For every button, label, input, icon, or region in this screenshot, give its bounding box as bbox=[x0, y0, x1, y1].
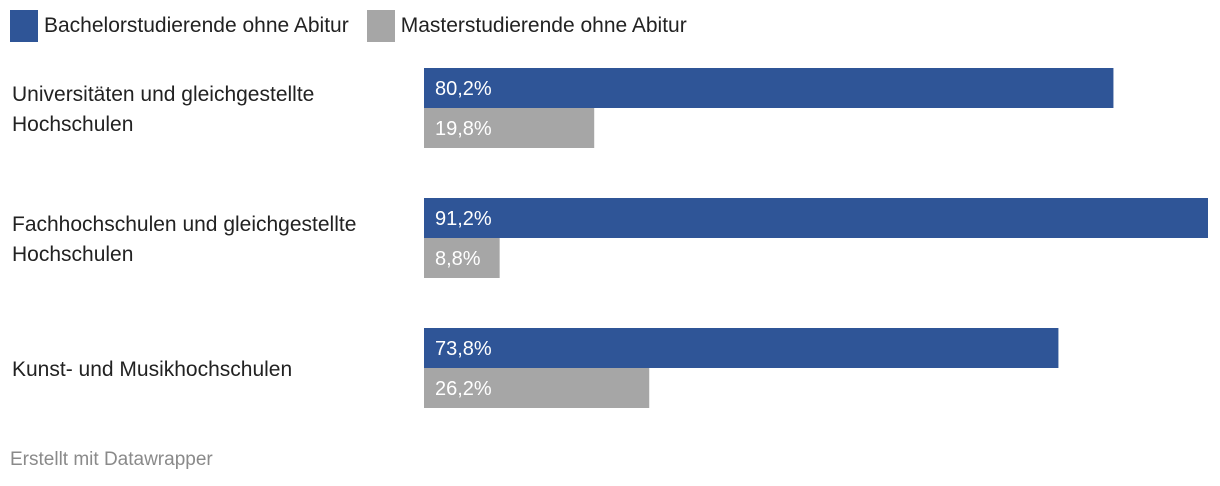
bar-value-label: 73,8% bbox=[435, 338, 492, 360]
bar-value-label: 26,2% bbox=[435, 378, 492, 400]
bar-master bbox=[424, 368, 650, 408]
category-label: Fachhochschulen und gleichgestellte bbox=[12, 213, 356, 236]
legend-item-bachelor: Bachelorstudierende ohne Abitur bbox=[10, 10, 349, 42]
legend-label-bachelor: Bachelorstudierende ohne Abitur bbox=[44, 14, 349, 37]
category-label: Universitäten und gleichgestellte bbox=[12, 83, 314, 106]
legend-swatch-master bbox=[366, 10, 395, 42]
legend-swatch-bachelor bbox=[10, 10, 38, 42]
bar-value-label: 80,2% bbox=[435, 78, 492, 100]
bar-bachelor bbox=[424, 68, 1114, 108]
bar-bachelor bbox=[424, 328, 1059, 368]
footer-credit[interactable]: Erstellt mit Datawrapper bbox=[10, 449, 213, 470]
legend-label-master: Masterstudierende ohne Abitur bbox=[400, 14, 687, 37]
legend-item-master: Masterstudierende ohne Abitur bbox=[366, 10, 687, 42]
chart-legend: Bachelorstudierende ohne Abitur Masterst… bbox=[10, 10, 705, 42]
category-label: Hochschulen bbox=[12, 243, 133, 266]
bar-value-label: 19,8% bbox=[435, 118, 492, 140]
bar-bachelor bbox=[424, 198, 1208, 238]
bar-master bbox=[424, 238, 500, 278]
category-label: Kunst- und Musikhochschulen bbox=[12, 358, 292, 381]
bar-chart: Universitäten und gleichgestellte Hochsch… bbox=[12, 68, 1208, 408]
bar-master bbox=[424, 108, 595, 148]
bar-value-label: 8,8% bbox=[435, 248, 481, 270]
bar-value-label: 91,2% bbox=[435, 208, 492, 230]
category-label: Hochschulen bbox=[12, 113, 133, 136]
